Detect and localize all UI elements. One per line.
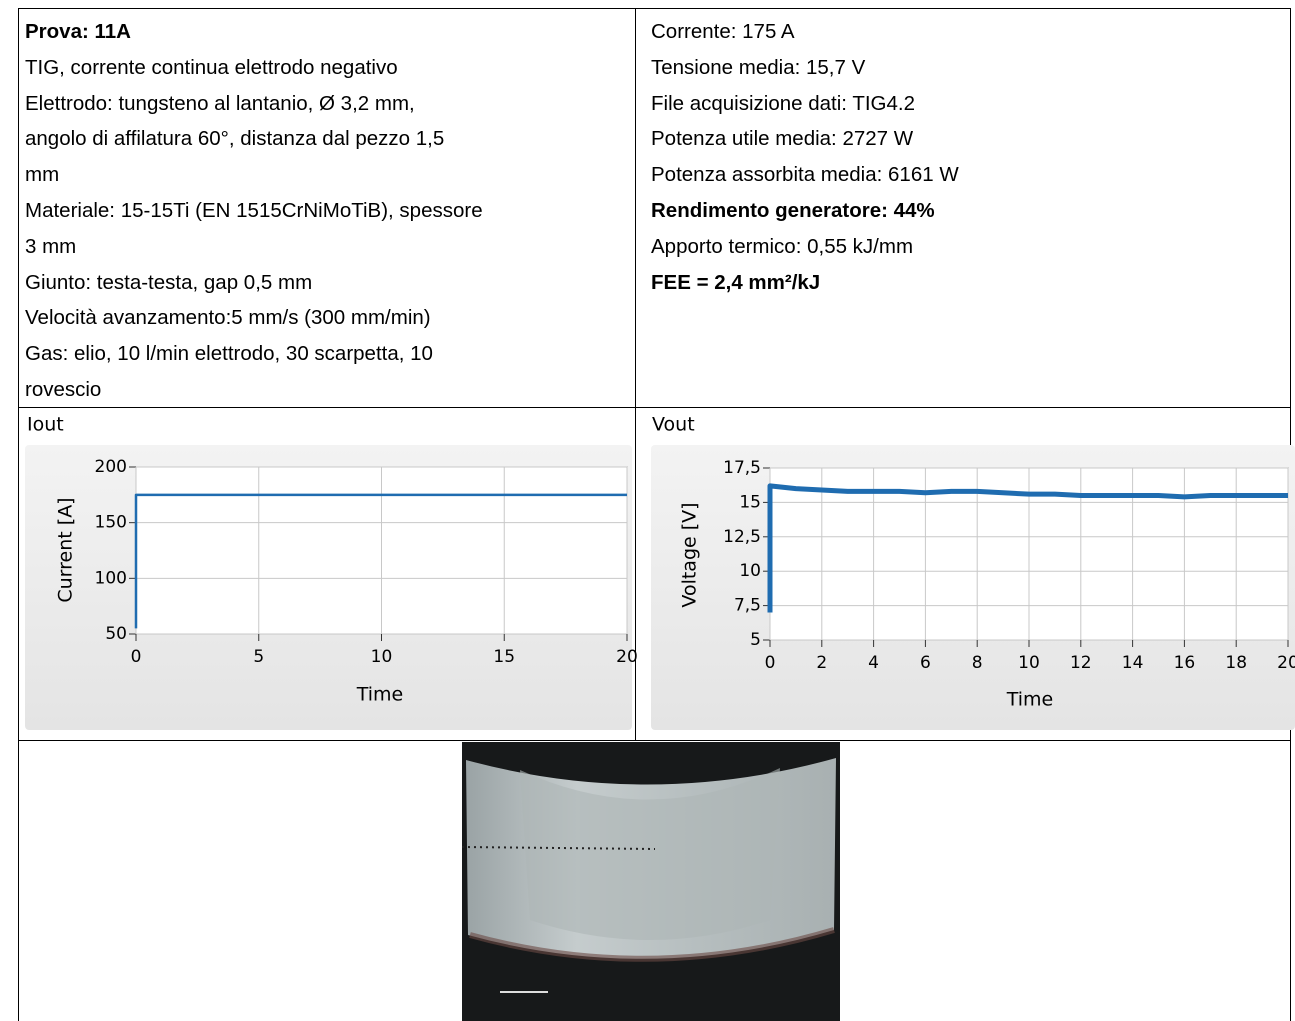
y-tick-label: 7,5 <box>734 596 761 616</box>
x-tick-label: 4 <box>868 653 879 673</box>
x-tick-label: 18 <box>1225 653 1247 673</box>
chart-title: Vout <box>652 414 695 436</box>
text-line: Materiale: 15-15Ti (EN 1515CrNiMoTiB), s… <box>25 199 483 222</box>
text-line: File acquisizione dati: TIG4.2 <box>651 91 915 115</box>
x-tick-label: 0 <box>131 647 142 667</box>
data-line <box>767 483 1288 613</box>
text-line: FEE = 2,4 mm²/kJ <box>651 270 821 294</box>
text-line: rovescio <box>25 378 102 401</box>
table-border <box>18 407 1291 408</box>
table-border <box>18 8 1291 9</box>
x-tick-label: 10 <box>371 647 393 667</box>
y-tick-label: 15 <box>739 492 761 512</box>
x-tick-label: 5 <box>253 647 264 667</box>
table-border <box>18 740 1291 741</box>
x-tick-label: 10 <box>1018 653 1040 673</box>
text-line: Potenza utile media: 2727 W <box>651 127 914 151</box>
text-line: TIG, corrente continua elettrodo negativ… <box>25 55 398 79</box>
y-tick-label: 17,5 <box>723 458 761 478</box>
text-line: angolo di affilatura 60°, distanza dal p… <box>25 127 445 151</box>
text-line: Elettrodo: tungsteno al lantanio, Ø 3,2 … <box>25 91 415 115</box>
text-line: Tensione media: 15,7 V <box>651 55 866 79</box>
x-tick-label: 16 <box>1174 653 1196 673</box>
x-tick-label: 20 <box>616 647 638 667</box>
y-tick-label: 50 <box>105 624 127 644</box>
text-line: Corrente: 175 A <box>651 20 795 43</box>
x-axis-label: Time <box>356 684 404 706</box>
text-line: Velocità avanzamento:5 mm/s (300 mm/min) <box>25 306 431 330</box>
x-tick-label: 8 <box>972 653 983 673</box>
table-border <box>635 8 636 741</box>
text-line: Prova: 11A <box>25 20 131 43</box>
x-tick-label: 20 <box>1277 653 1295 673</box>
text-line: Rendimento generatore: 44% <box>651 199 935 222</box>
x-tick-label: 2 <box>816 653 827 673</box>
y-tick-label: 150 <box>95 513 127 533</box>
x-tick-label: 15 <box>493 647 515 667</box>
y-axis-label: Current [A] <box>55 497 77 602</box>
chart: Iout Time Current [A] 50 100 150 200 0 5 10 15 20 <box>25 414 638 730</box>
x-tick-label: 0 <box>765 653 776 673</box>
text-line: 3 mm <box>25 234 77 258</box>
data-line <box>134 493 627 629</box>
text-line: Gas: elio, 10 l/min elettrodo, 30 scarpe… <box>25 342 433 366</box>
x-axis-label: Time <box>1006 689 1054 711</box>
y-axis-label: Voltage [V] <box>679 502 701 607</box>
text-line: Apporto termico: 0,55 kJ/mm <box>651 234 914 258</box>
text-line: Potenza assorbita media: 6161 W <box>651 163 959 187</box>
y-tick-label: 12,5 <box>723 527 761 547</box>
y-tick-label: 10 <box>739 561 761 581</box>
y-tick-label: 100 <box>95 568 127 588</box>
y-tick-label: 200 <box>95 457 127 477</box>
text-line: Giunto: testa-testa, gap 0,5 mm <box>25 270 313 294</box>
table-border <box>18 8 19 1021</box>
x-tick-label: 12 <box>1070 653 1092 673</box>
chart: Vout Time Voltage [V] 5 7,5 10 12,5 15 17,5 0 2 4 6 8… <box>651 414 1295 730</box>
micrograph <box>461 742 840 1021</box>
x-tick-label: 6 <box>920 653 931 673</box>
chart-title: Iout <box>27 414 64 436</box>
x-tick-label: 14 <box>1122 653 1144 673</box>
text-line: mm <box>25 163 60 187</box>
y-tick-label: 5 <box>750 630 761 650</box>
